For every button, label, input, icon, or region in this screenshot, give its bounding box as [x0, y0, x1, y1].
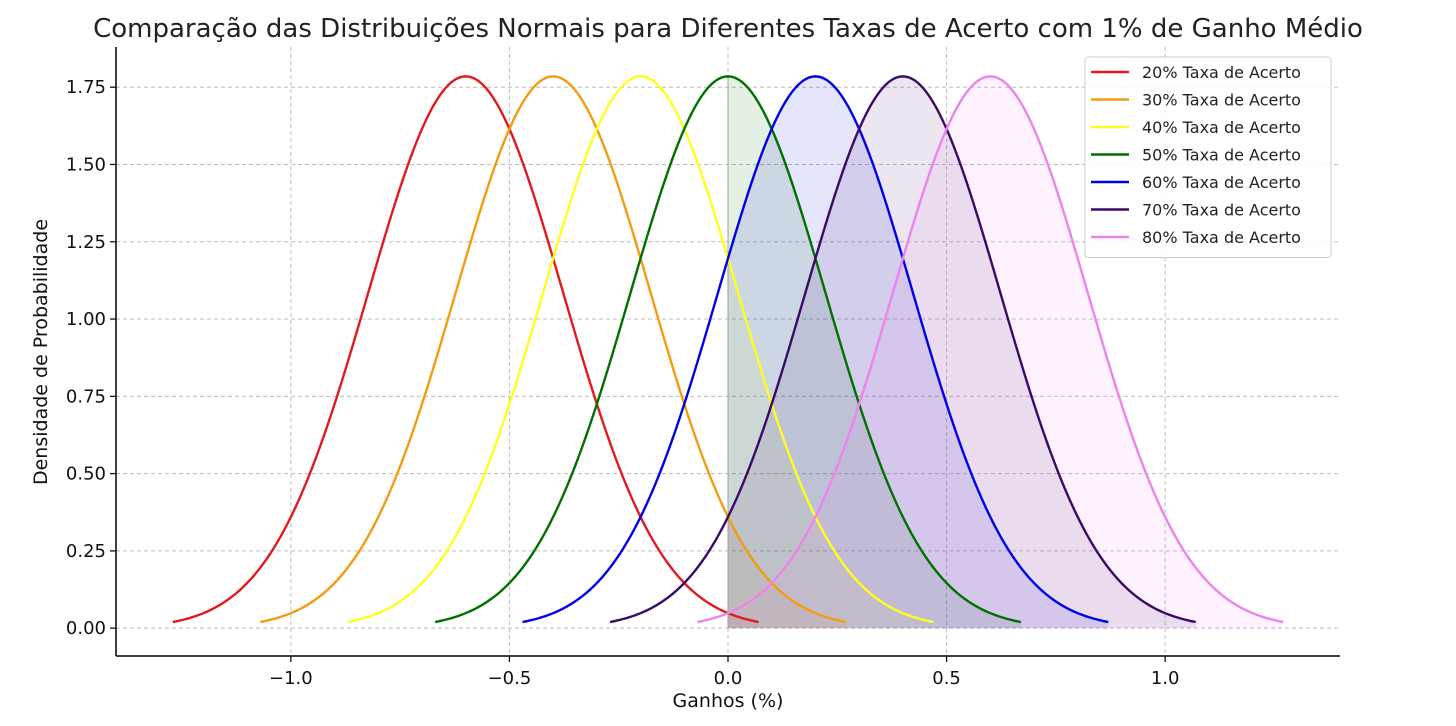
series-line-40 [347, 75, 934, 624]
chart-title: Comparação das Distribuições Normais par… [93, 14, 1363, 44]
series-line-80 [697, 75, 1284, 624]
legend-label: 40% Taxa de Acerto [1142, 118, 1301, 137]
legend-label: 30% Taxa de Acerto [1142, 91, 1301, 110]
legend-label: 80% Taxa de Acerto [1142, 228, 1301, 247]
legend-label: 60% Taxa de Acerto [1142, 173, 1301, 192]
legend-label: 70% Taxa de Acerto [1142, 201, 1301, 220]
x-ticks: −1.0 −0.5 0.0 0.5 1.0 [269, 656, 1179, 689]
x-tick-label: −0.5 [488, 668, 532, 689]
legend: 20% Taxa de Acerto 30% Taxa de Acerto 40% … [1084, 56, 1332, 258]
area-fill-60 [728, 76, 1109, 629]
y-tick-label: 0.00 [66, 618, 106, 639]
area-fill-40 [728, 258, 934, 629]
area-fill-30 [728, 516, 847, 629]
series-line-50 [434, 75, 1022, 624]
legend-box [1084, 56, 1332, 258]
y-tick-label: 0.50 [66, 464, 106, 485]
series-line-30 [260, 75, 847, 624]
y-tick-label: 1.75 [66, 77, 106, 98]
series-lines [172, 75, 1284, 624]
area-fill-70 [728, 76, 1196, 629]
y-tick-label: 0.25 [66, 541, 106, 562]
series-line-20 [172, 75, 759, 624]
x-axis-label: Ganhos (%) [673, 690, 784, 712]
x-tick-label: 0.5 [932, 668, 961, 689]
x-tick-label: 0.0 [714, 668, 743, 689]
y-axis-label: Densidade de Probabilidade [30, 219, 52, 485]
legend-label: 20% Taxa de Acerto [1142, 63, 1301, 82]
y-tick-label: 1.25 [66, 232, 106, 253]
y-tick-label: 1.00 [66, 309, 106, 330]
series-line-60 [522, 75, 1109, 624]
legend-label: 50% Taxa de Acerto [1142, 146, 1301, 165]
y-ticks: 0.00 0.25 0.50 0.75 1.00 1.25 1.50 1.75 [66, 77, 116, 639]
y-tick-label: 1.50 [66, 154, 106, 175]
x-tick-label: 1.0 [1151, 668, 1180, 689]
y-tick-label: 0.75 [66, 386, 106, 407]
area-fill-80 [728, 76, 1284, 629]
series-line-70 [609, 75, 1196, 624]
x-tick-label: −1.0 [269, 668, 313, 689]
